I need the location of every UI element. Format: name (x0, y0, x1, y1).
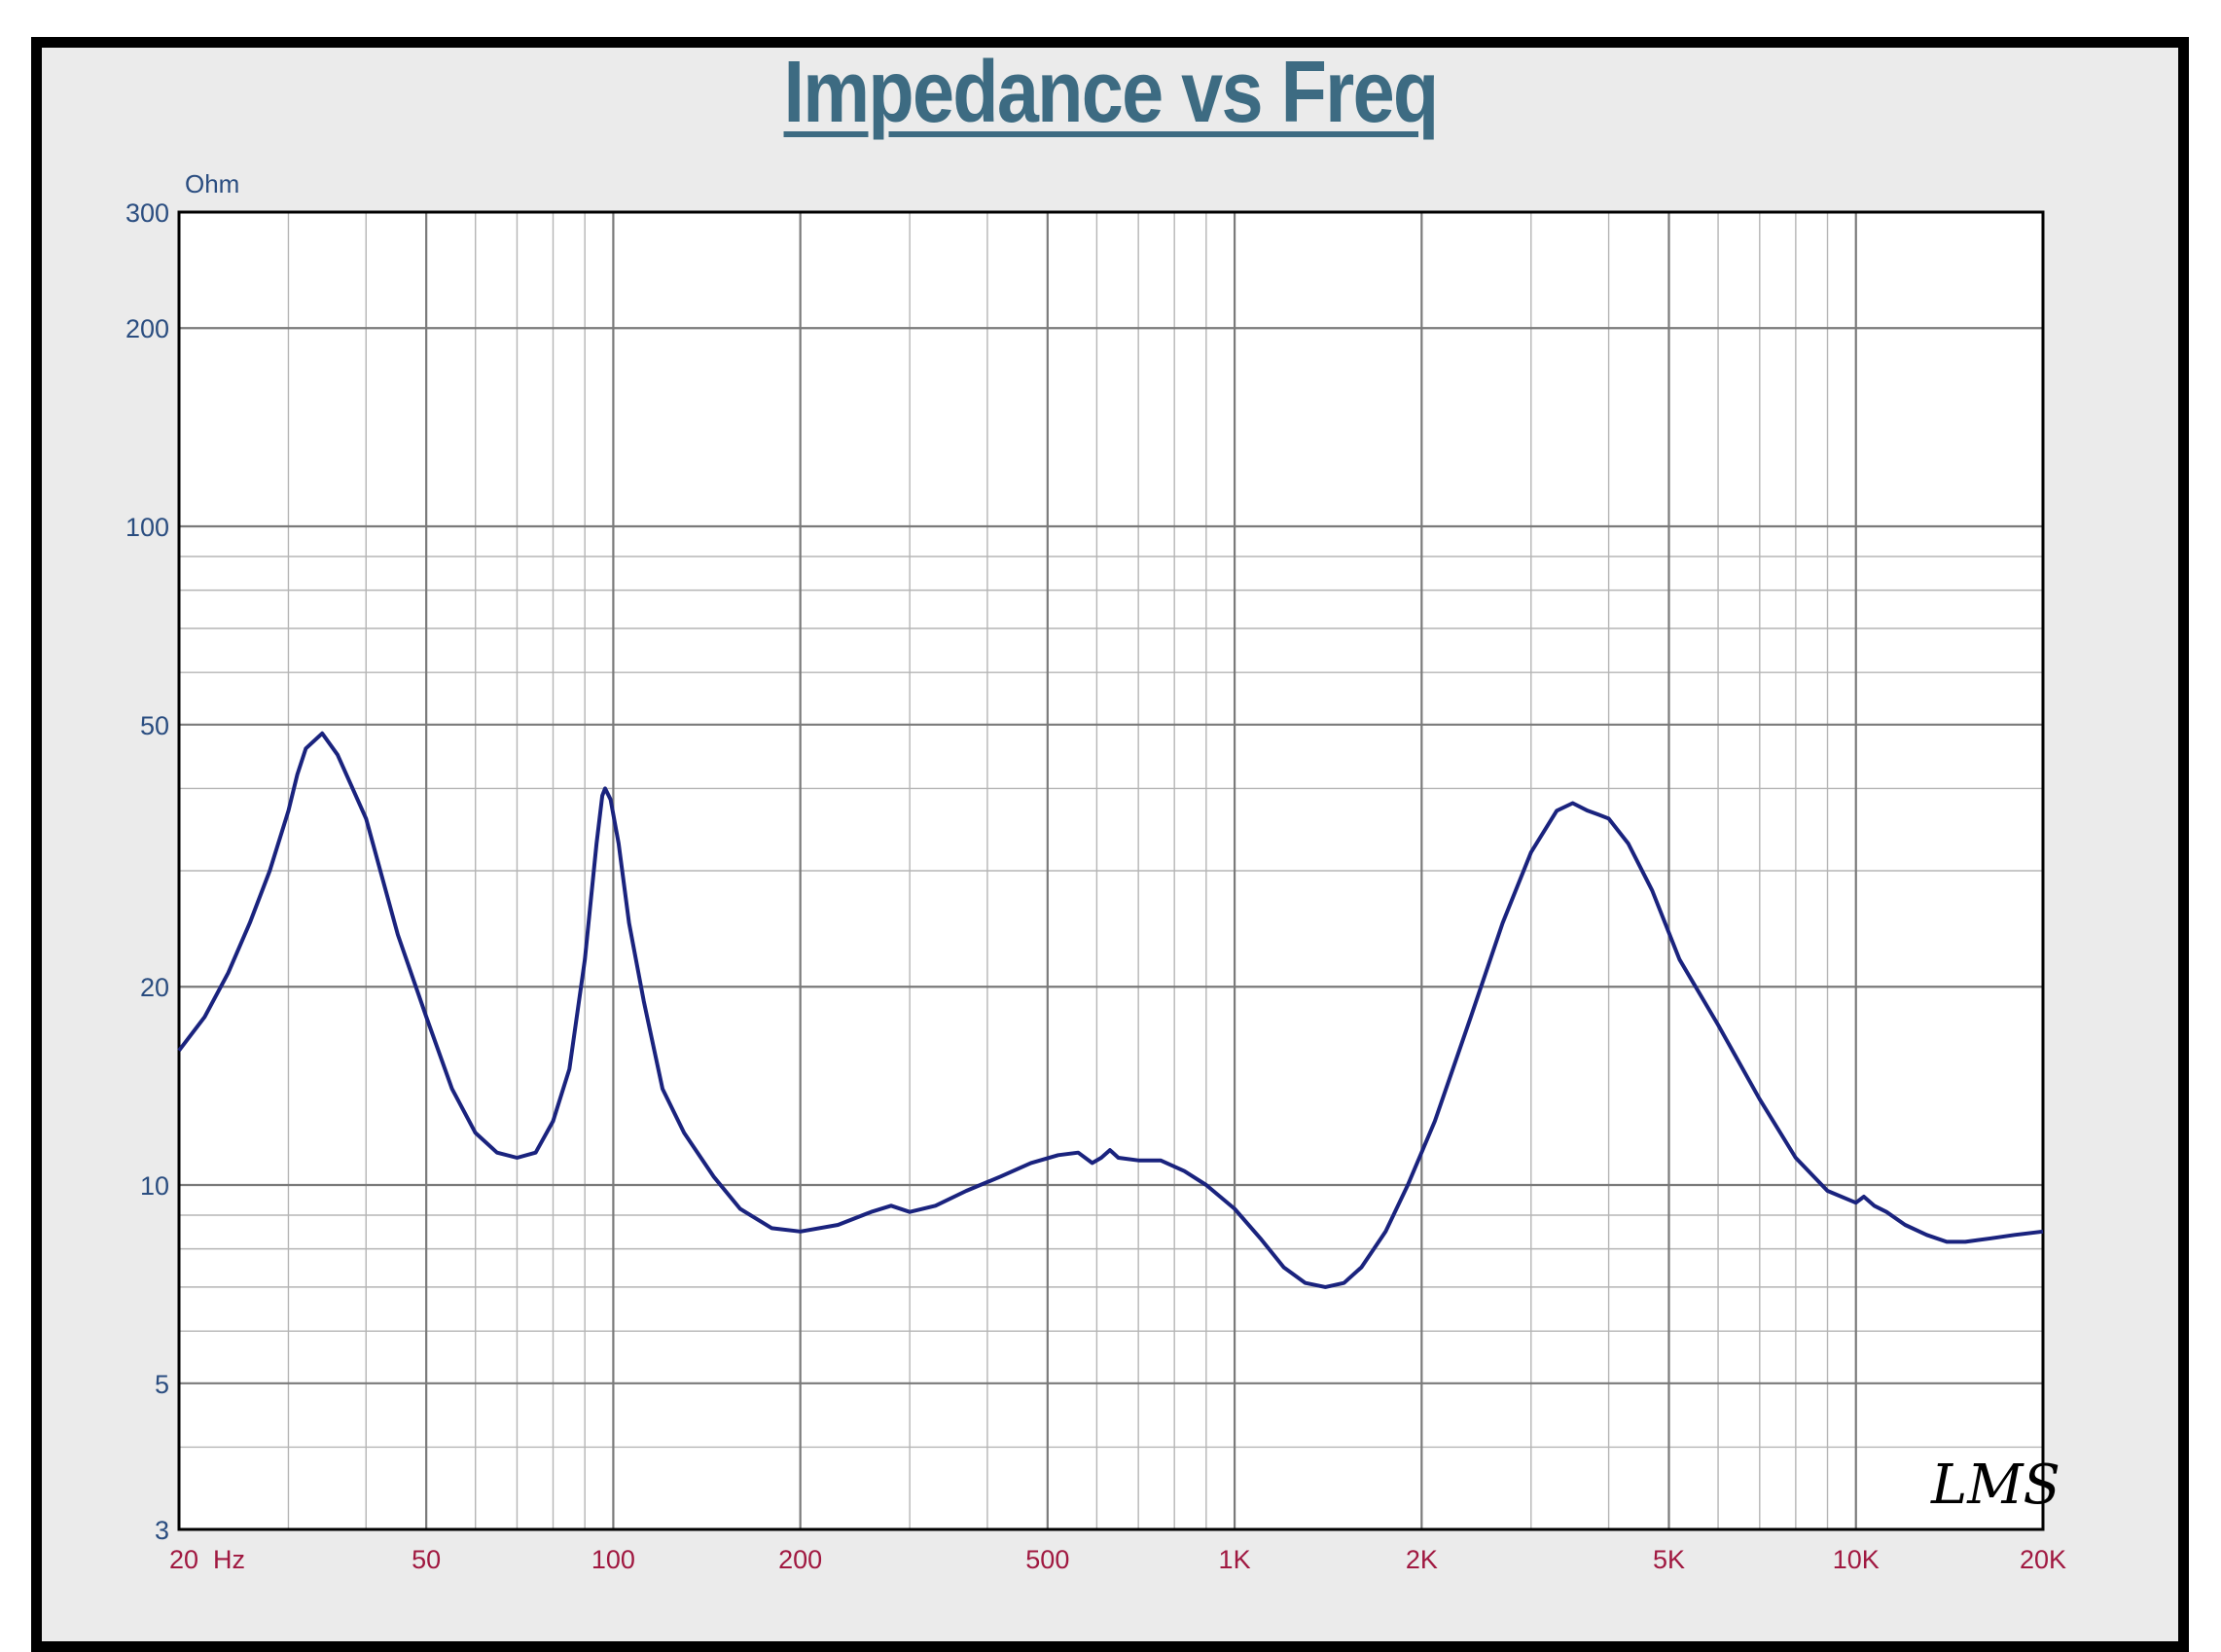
y-tick-label: 3 (155, 1516, 169, 1545)
x-tick-label: 20 Hz (169, 1545, 245, 1574)
x-tick-label: 50 (412, 1545, 441, 1574)
y-tick-label: 200 (125, 314, 169, 343)
y-tick-label: 50 (140, 711, 169, 740)
y-axis-tick-labels: 300 200 100 50 20 10 5 3 (125, 198, 169, 1545)
y-tick-label: 20 (140, 973, 169, 1002)
lms-watermark: LMS (1930, 1454, 2060, 1517)
x-tick-label: 10K (1833, 1545, 1880, 1574)
y-tick-label: 5 (155, 1370, 169, 1399)
x-tick-label: 2K (1406, 1545, 1438, 1574)
x-tick-label: 200 (778, 1545, 822, 1574)
y-tick-label: 100 (125, 513, 169, 542)
x-tick-label: 500 (1025, 1545, 1069, 1574)
y-tick-label: 300 (125, 198, 169, 228)
y-tick-label: 10 (140, 1171, 169, 1201)
x-axis-tick-labels: 20 Hz 50 100 200 500 1K 2K 5K 10K 20K (169, 1545, 2066, 1574)
x-tick-label: 5K (1653, 1545, 1685, 1574)
x-tick-label: 1K (1219, 1545, 1251, 1574)
y-axis-unit-label: Ohm (185, 169, 239, 198)
x-tick-label: 20K (2020, 1545, 2066, 1574)
impedance-curve (177, 731, 2044, 1289)
x-tick-label: 100 (591, 1545, 635, 1574)
chart-title: Impedance vs Freq (783, 44, 1440, 141)
plot-border (177, 210, 2045, 1531)
